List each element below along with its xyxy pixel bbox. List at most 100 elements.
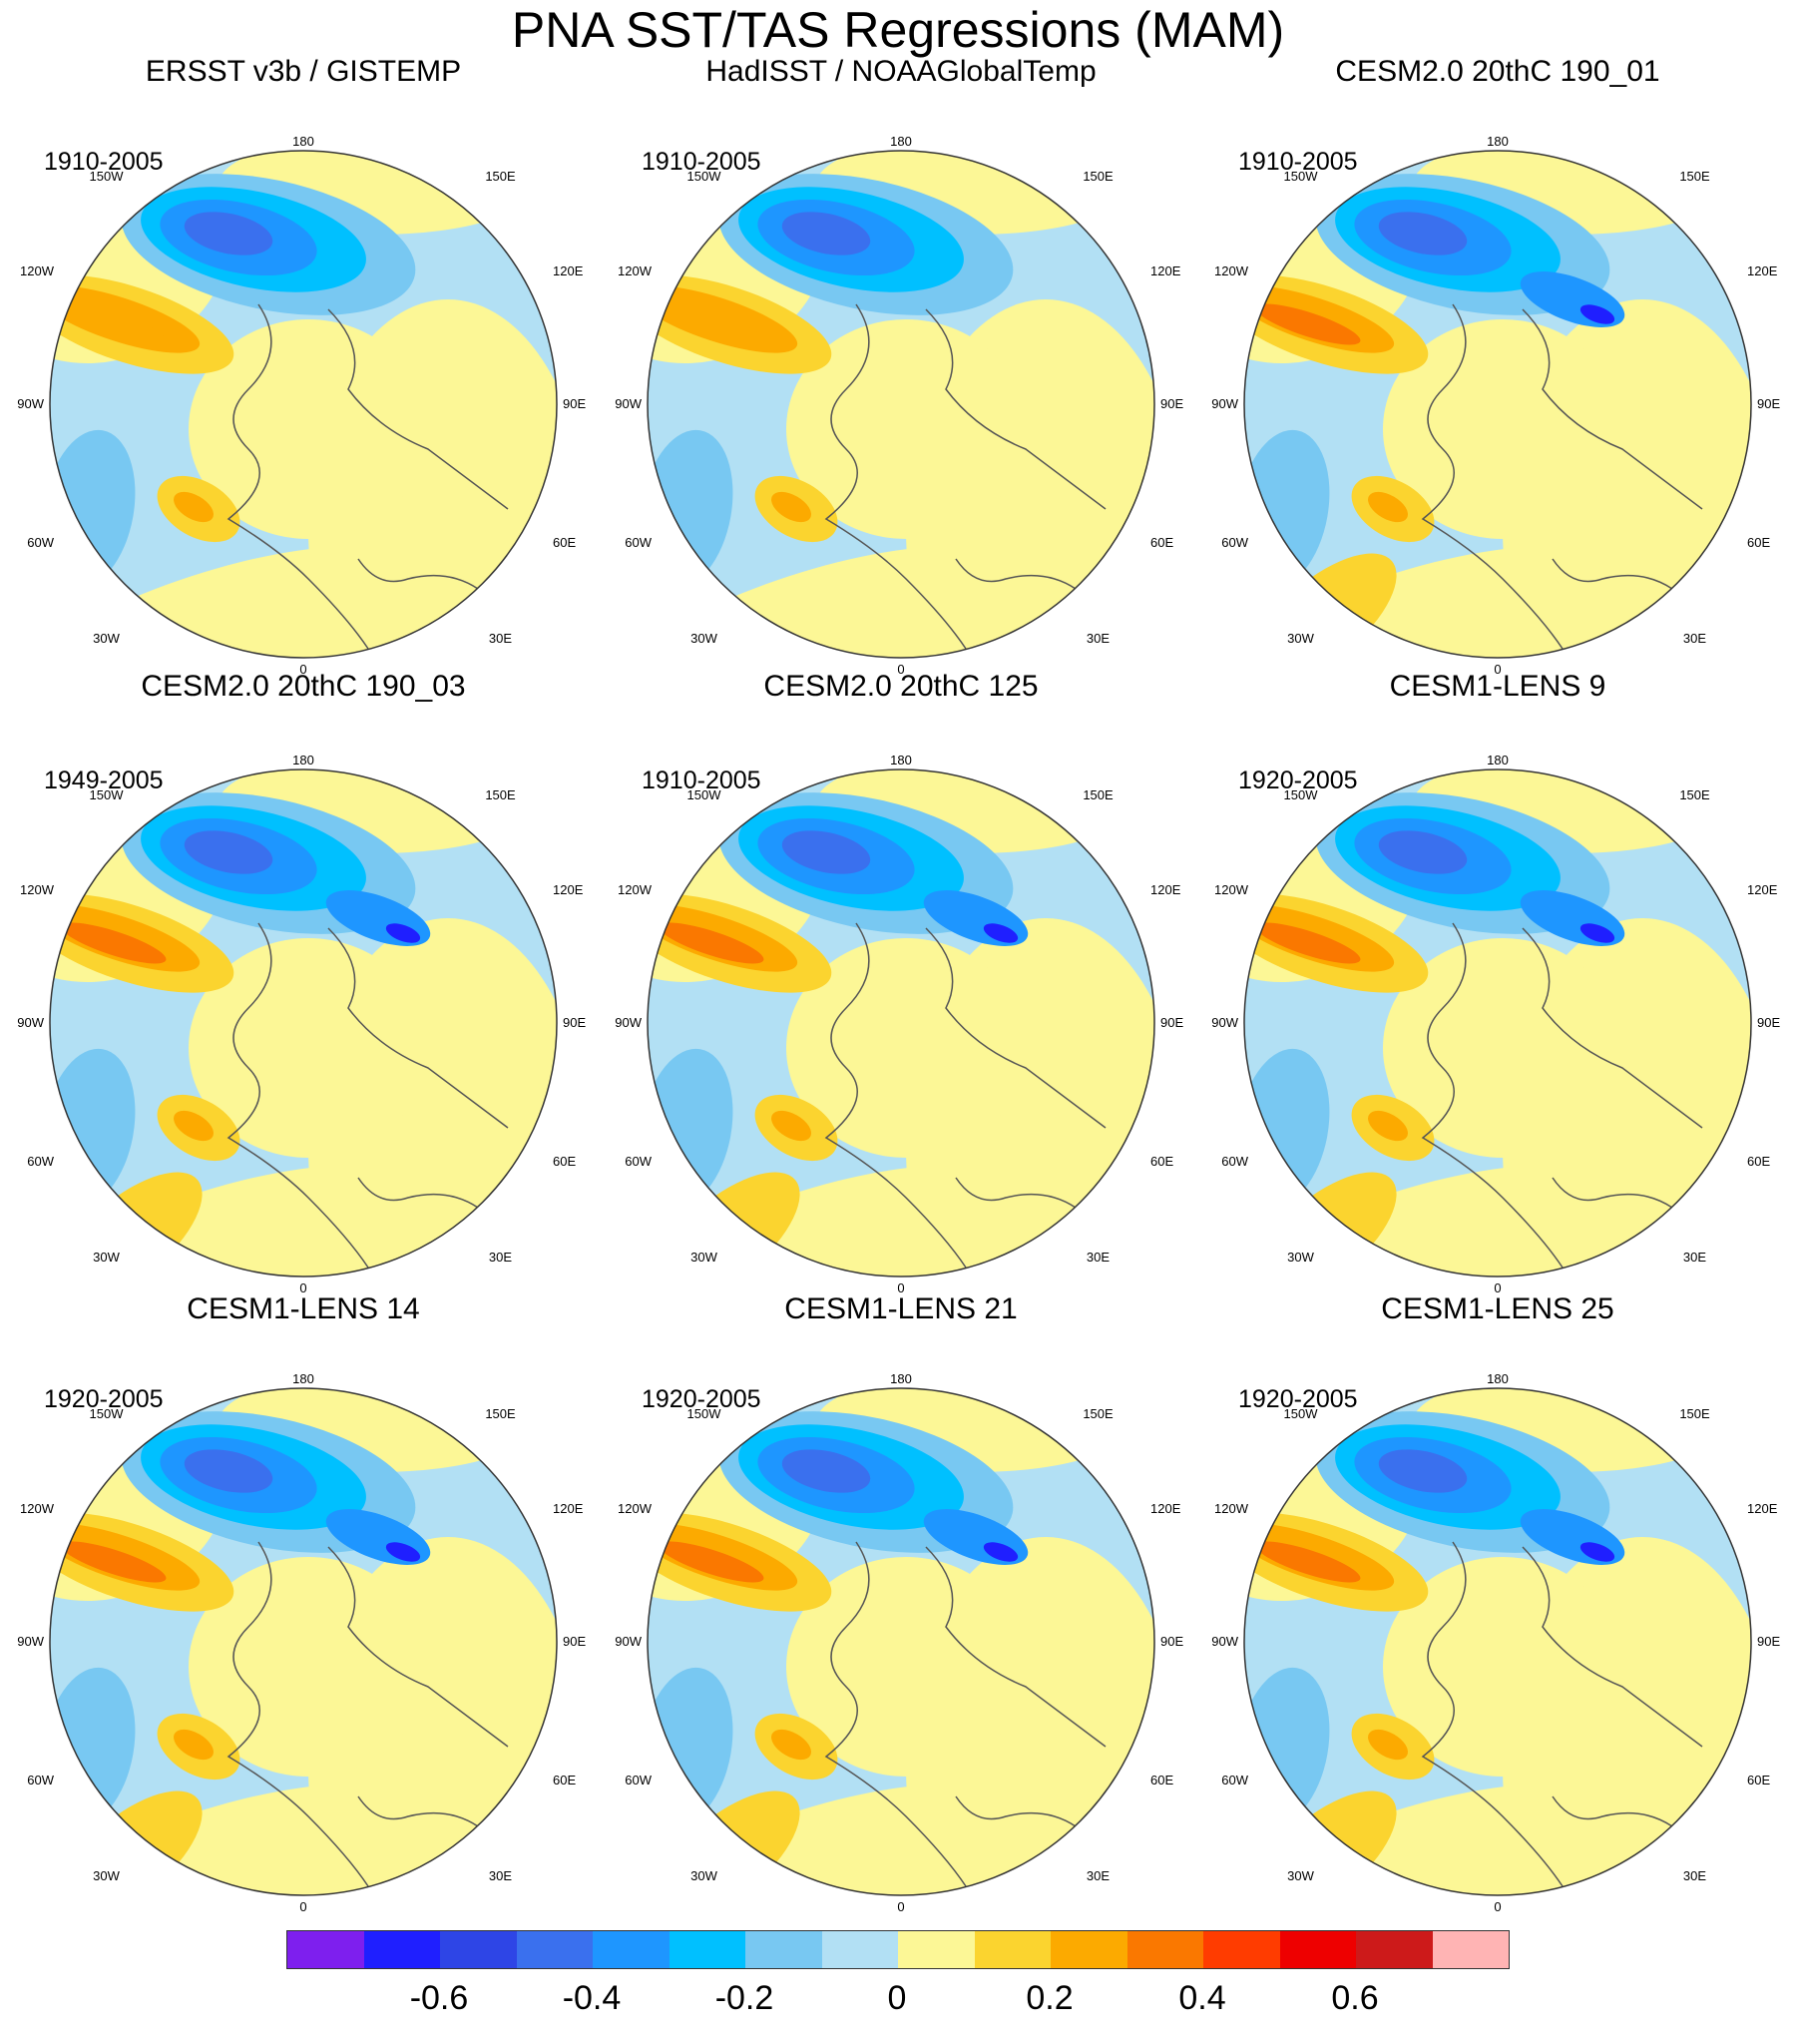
map-boundary [49, 1387, 558, 1896]
colorbar-swatch [363, 1931, 440, 1968]
longitude-label: 120W [1214, 882, 1248, 897]
longitude-label: 150W [1283, 1406, 1318, 1421]
longitude-label: 120E [1150, 882, 1181, 897]
longitude-label: 0 [1494, 1899, 1502, 1914]
longitude-label: 0 [299, 1899, 307, 1914]
period-label: 1920-2005 [642, 1385, 761, 1413]
colorbar-tick-label: 0 [887, 1979, 907, 2017]
panel-title: CESM1-LENS 25 [1381, 1292, 1614, 1325]
longitude-label: 120E [553, 1501, 584, 1516]
polar-map [647, 1387, 1155, 1896]
longitude-label: 90E [1160, 1015, 1184, 1030]
atlantic-warm-core [174, 1729, 214, 1761]
longitude-label: 0 [299, 1280, 307, 1295]
positive-region-south [1244, 546, 1639, 658]
longitude-label: 150E [485, 1406, 516, 1421]
longitude-label: 30E [1086, 1868, 1111, 1883]
atlantic-warm-core [174, 1110, 214, 1142]
negative-anomaly-peak [983, 923, 1019, 943]
longitude-label: 120W [618, 1501, 652, 1516]
longitude-label: 90E [563, 396, 587, 411]
atlantic-warm-core [771, 491, 811, 523]
longitude-label: 30W [690, 1868, 717, 1883]
panel-title: HadISST / NOAAGlobalTemp [705, 55, 1097, 88]
period-label: 1910-2005 [642, 148, 761, 176]
atlantic-warm-core [771, 1110, 811, 1142]
map-boundary [49, 150, 558, 659]
longitude-label: 30E [1682, 1250, 1707, 1265]
negative-anomaly-core [184, 212, 273, 256]
panel-title: ERSST v3b / GISTEMP [145, 55, 462, 88]
positive-region-arctic [189, 319, 428, 539]
longitude-label: 60E [1747, 1154, 1771, 1169]
colorbar-swatch [440, 1931, 517, 1968]
longitude-label: 30W [1287, 1868, 1314, 1883]
longitude-label: 60E [1747, 1773, 1771, 1788]
coastline [226, 303, 509, 650]
longitude-label: 30E [1086, 1250, 1111, 1265]
longitude-label: 150E [1679, 169, 1710, 184]
longitude-label: 150E [485, 169, 516, 184]
map-boundary [647, 1387, 1155, 1896]
longitude-label: 60E [553, 1773, 577, 1788]
positive-region-south [50, 1784, 445, 1895]
longitude-label: 90W [1211, 1634, 1238, 1649]
negative-anomaly-core [1378, 212, 1468, 256]
longitude-label: 60W [27, 1154, 54, 1169]
colorbar-swatch [745, 1931, 822, 1968]
longitude-label: 150W [686, 169, 721, 184]
positive-region-south [50, 1165, 445, 1277]
longitude-label: 90W [17, 1015, 44, 1030]
longitude-label: 0 [897, 1899, 905, 1914]
longitude-label: 30W [93, 1250, 120, 1265]
longitude-label: 90E [563, 1634, 587, 1649]
positive-region-arctic [1383, 938, 1622, 1158]
longitude-label: 60W [625, 1773, 652, 1788]
longitude-label: 0 [1494, 1280, 1502, 1295]
warm-band-inner [659, 922, 764, 964]
positive-region-arctic [786, 1557, 1026, 1777]
longitude-label: 90W [615, 396, 642, 411]
warm-band-inner [61, 1541, 167, 1583]
longitude-label: 90W [17, 396, 44, 411]
warm-band-inner [61, 922, 167, 964]
longitude-label: 0 [897, 1280, 905, 1295]
longitude-label: 30E [1682, 1868, 1707, 1883]
panel-title: CESM2.0 20thC 190_03 [141, 670, 466, 703]
longitude-label: 90E [1757, 396, 1781, 411]
figure-title: PNA SST/TAS Regressions (MAM) [511, 2, 1285, 58]
map-boundary [1243, 768, 1752, 1278]
colorbar-tick-label: -0.4 [562, 1979, 622, 2017]
longitude-label: 120W [20, 882, 54, 897]
map-boundary [49, 768, 558, 1278]
positive-region-arctic [1383, 1557, 1622, 1777]
negative-anomaly-peak [1579, 923, 1615, 943]
longitude-label: 90W [1211, 396, 1238, 411]
longitude-label: 60W [625, 535, 652, 550]
negative-anomaly-peak [1579, 1542, 1615, 1562]
polar-map [1243, 768, 1752, 1278]
colorbar-swatch [1279, 1931, 1356, 1968]
longitude-label: 30W [93, 1868, 120, 1883]
longitude-label: 90E [1160, 1634, 1184, 1649]
longitude-label: 150W [686, 787, 721, 802]
colorbar-swatch [287, 1931, 364, 1968]
period-label: 1920-2005 [1238, 766, 1358, 794]
coastline [1421, 303, 1703, 650]
coastline [226, 1541, 509, 1887]
atlantic-warm-core [771, 1729, 811, 1761]
period-label: 1949-2005 [44, 766, 164, 794]
colorbar-swatch [516, 1931, 593, 1968]
longitude-label: 30E [488, 1868, 513, 1883]
longitude-label: 180 [890, 1371, 912, 1386]
negative-anomaly-core [781, 830, 871, 874]
negative-anomaly-core [781, 212, 871, 256]
colorbar-tick-label: 0.2 [1026, 1979, 1074, 2017]
polar-map [647, 150, 1155, 659]
map-boundary [647, 768, 1155, 1278]
warm-band-inner [1255, 922, 1361, 964]
map-boundary [647, 150, 1155, 659]
longitude-label: 120E [1150, 263, 1181, 278]
longitude-label: 180 [292, 753, 314, 767]
colorbar-swatch [1203, 1931, 1280, 1968]
